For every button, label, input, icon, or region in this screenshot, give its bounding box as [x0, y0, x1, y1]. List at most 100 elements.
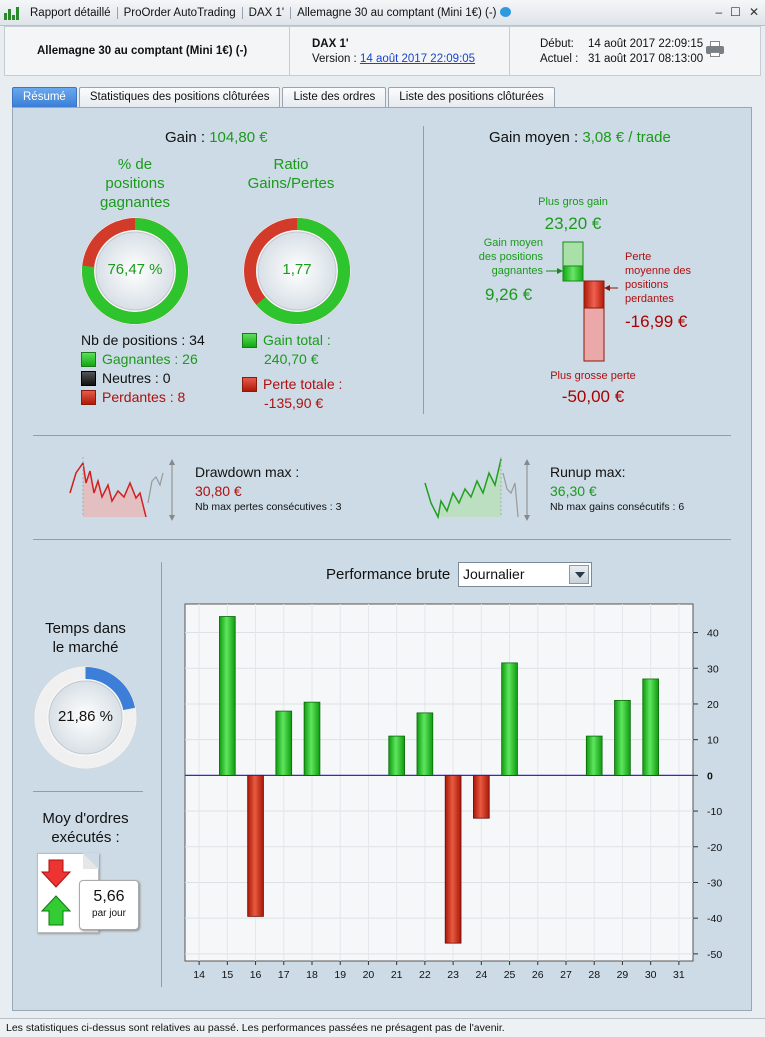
x-tick-label: 16: [250, 969, 262, 981]
x-tick-label: 28: [588, 969, 600, 981]
avg-win-label-line: Gain moyen: [483, 237, 543, 249]
losers-swatch: [81, 390, 96, 405]
maximize-button[interactable]: ☐: [730, 5, 741, 19]
positions-counts: Nb de positions : 34 Gagnantes : 26 Neut…: [81, 331, 205, 407]
max-loss-value: -50,00 €: [561, 387, 625, 406]
avg-win-value: 9,26 €: [485, 285, 533, 304]
pct-win-title-line: % de: [117, 156, 153, 173]
win-rate-value: 76,47 %: [107, 261, 163, 278]
disclaimer: Les statistiques ci-dessus sont relative…: [0, 1018, 765, 1037]
orders-value: 5,66: [93, 888, 125, 905]
x-tick-label: 31: [673, 969, 685, 981]
x-tick-label: 19: [334, 969, 346, 981]
title-segment-mode: ProOrder AutoTrading: [118, 6, 243, 19]
ratio-title-line: Ratio: [273, 156, 309, 173]
x-tick-label: 25: [504, 969, 516, 981]
start-label: Début:: [540, 38, 574, 50]
x-tick-label: 29: [617, 969, 629, 981]
period-select[interactable]: Journalier: [458, 562, 592, 587]
tab-closed-stats[interactable]: Statistiques des positions clôturées: [78, 87, 281, 107]
total-loss-swatch: [242, 377, 257, 392]
minimize-button[interactable]: –: [715, 5, 723, 19]
x-tick-label: 15: [221, 969, 233, 981]
orders-badge: 5,66 par jour: [79, 880, 139, 930]
avg-win-bar: [562, 265, 584, 282]
ratio-title: Ratio Gains/Pertes: [231, 155, 351, 193]
tab-summary[interactable]: Résumé: [12, 87, 77, 107]
date-range: Début: 14 août 2017 22:09:15 Actuel : 31 a…: [510, 27, 760, 75]
bar-15: [219, 616, 236, 776]
avg-loss-label-line: positions: [625, 279, 669, 291]
plot-area: [184, 603, 694, 962]
chat-bubble-icon[interactable]: [499, 6, 511, 17]
avg-win-label-line: des positions: [478, 251, 543, 263]
chevron-down-icon[interactable]: [569, 565, 589, 584]
time-in-market-title-line: Temps dans: [45, 620, 126, 637]
arrow-icon: [604, 285, 610, 291]
printer-icon[interactable]: [706, 41, 724, 57]
x-tick-label: 30: [645, 969, 657, 981]
divider: [33, 791, 143, 792]
winners-swatch: [81, 352, 96, 367]
bar-17: [275, 710, 293, 776]
time-in-market-donut: [33, 665, 138, 770]
start-value: 14 août 2017 22:09:15: [588, 38, 704, 50]
tab-closed-positions[interactable]: Liste des positions clôturées: [388, 87, 555, 107]
y-tick-label: -20: [707, 842, 722, 854]
report-header: Allemagne 30 au comptant (Mini 1€) (-) D…: [4, 26, 761, 76]
performance-chart: 40 30 20 10 0 -10 -20 -30 -40 -50 14 15 16 17 18 19 20 21…: [184, 603, 722, 981]
version-label: Version :: [312, 53, 357, 65]
winners-count: Gagnantes : 26: [102, 351, 198, 367]
max-loss-label: Plus grosse perte: [550, 370, 636, 382]
runup-sub: Nb max gains consécutifs : 6: [550, 501, 685, 513]
runup-sparkline: [424, 457, 530, 521]
x-tick-label: 18: [306, 969, 318, 981]
y-tick-label: 10: [707, 735, 719, 747]
total-loss-value: -135,90 €: [264, 395, 324, 411]
pct-win-title-line: gagnantes: [99, 194, 171, 211]
y-tick-label: -50: [707, 949, 722, 961]
market-value-arc: [35, 667, 136, 768]
y-tick-label: 20: [707, 699, 719, 711]
time-in-market-title: Temps dans le marché: [28, 619, 143, 657]
tab-orders[interactable]: Liste des ordres: [282, 87, 387, 107]
bar-18: [303, 701, 321, 776]
bar-21: [388, 735, 405, 776]
avg-gain-summary: Gain moyen : 3,08 € / trade: [489, 129, 671, 146]
instrument-name: Allemagne 30 au comptant (Mini 1€) (-): [5, 27, 290, 75]
x-tick-label: 24: [475, 969, 487, 981]
total-loss-label: Perte totale :: [263, 376, 343, 392]
avg-win-label-line: gagnantes: [491, 265, 543, 277]
time-in-market-title-line: le marché: [52, 639, 119, 656]
ratio-value-arc: [244, 218, 350, 324]
max-gain-value: 23,20 €: [544, 214, 602, 233]
avg-loss-label-line: Perte: [625, 251, 652, 263]
current-label: Actuel :: [540, 53, 579, 65]
x-tick-label: 26: [532, 969, 544, 981]
title-bar: Rapport détaillé ProOrder AutoTrading DA…: [0, 0, 765, 26]
version-link[interactable]: 14 août 2017 22:09:05: [359, 53, 476, 65]
pct-win-title-line: positions: [105, 175, 165, 192]
bar-28: [585, 735, 603, 776]
close-button[interactable]: ✕: [748, 5, 759, 19]
x-tick-label: 22: [419, 969, 431, 981]
gain-summary: Gain : 104,80 €: [165, 129, 268, 146]
avg-win-label: Gain moyen des positions gagnantes: [465, 236, 543, 278]
total-gain-swatch: [242, 333, 257, 348]
gain-label: Gain :: [165, 129, 206, 146]
perf-title: Performance brute: [326, 566, 451, 583]
period-select-value: Journalier: [463, 566, 525, 582]
orders-unit: par jour: [92, 908, 126, 919]
total-gain-value: 240,70 €: [264, 351, 319, 367]
drawdown-title: Drawdown max :: [195, 464, 300, 480]
bar-23: [444, 774, 462, 944]
bar-16: [247, 774, 264, 917]
neutral-swatch: [81, 371, 96, 386]
title-segment-instrument: Allemagne 30 au comptant (Mini 1€) (-): [291, 6, 516, 19]
avg-loss-bar: [583, 280, 605, 309]
win-rate-value-arc: [82, 218, 188, 324]
x-tick-label: 17: [278, 969, 290, 981]
avg-gain-label: Gain moyen :: [489, 129, 579, 146]
drawdown-sub: Nb max pertes consécutives : 3: [195, 501, 342, 513]
nb-positions: Nb de positions : 34: [81, 332, 205, 348]
